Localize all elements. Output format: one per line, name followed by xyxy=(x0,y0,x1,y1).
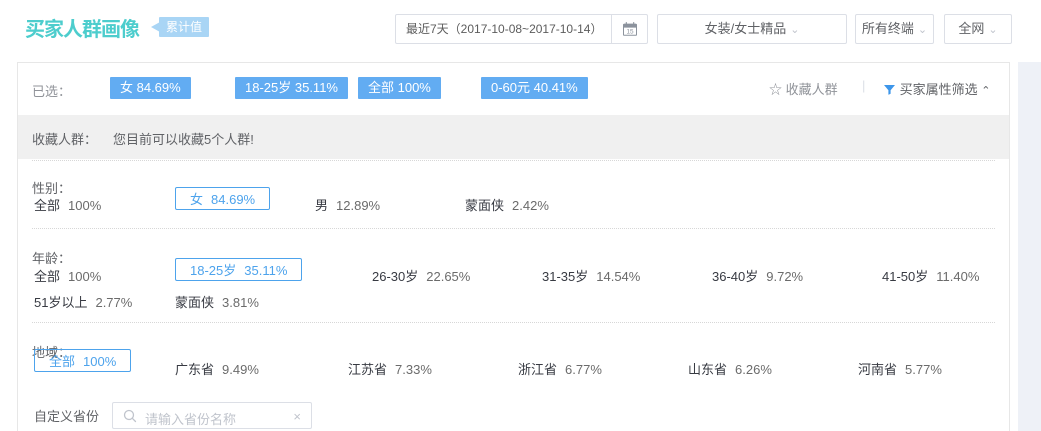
svg-text:15: 15 xyxy=(626,29,634,36)
